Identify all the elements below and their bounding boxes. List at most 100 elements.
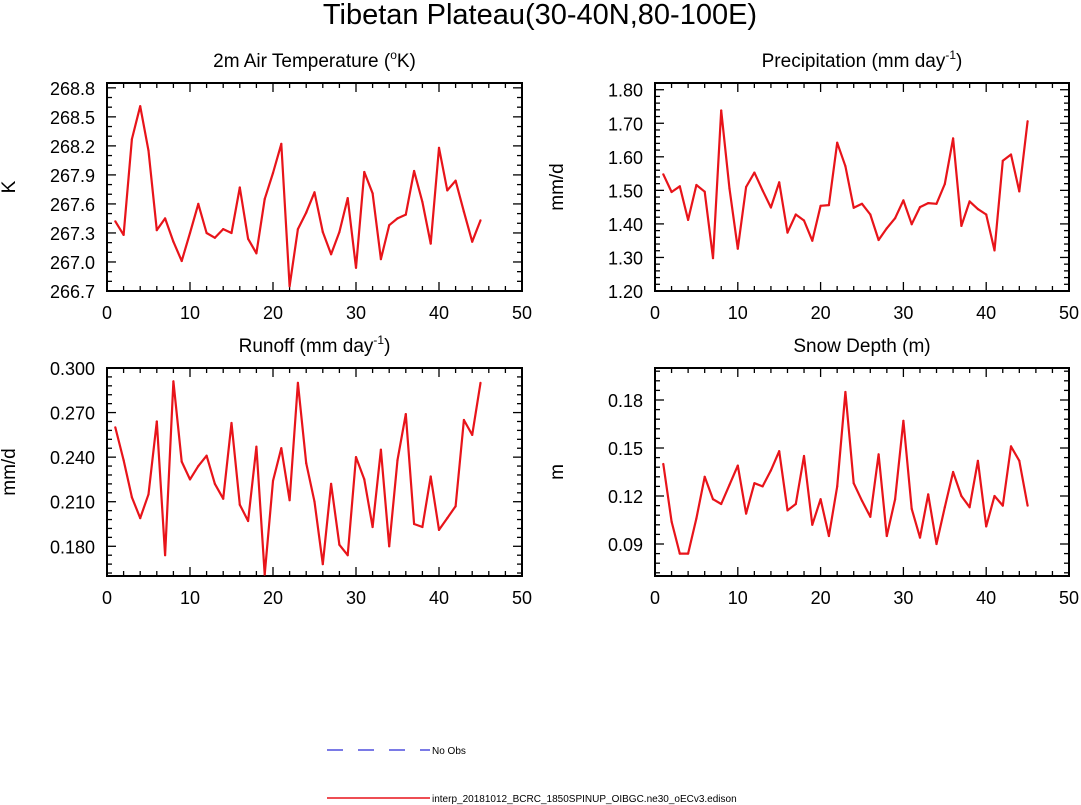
data-point <box>786 509 789 512</box>
data-point <box>479 381 482 384</box>
data-point <box>976 208 980 211</box>
data-point <box>263 573 266 576</box>
x-tick-label: 40 <box>976 303 996 323</box>
data-point <box>429 242 432 245</box>
y-tick-label: 1.30 <box>608 248 643 268</box>
data-point <box>313 500 316 503</box>
data-point <box>413 522 416 526</box>
data-point <box>976 459 980 462</box>
data-point <box>288 499 291 502</box>
data-point <box>462 210 465 213</box>
data-point <box>255 445 258 448</box>
data-point <box>330 482 333 485</box>
data-point <box>918 206 922 209</box>
data-point <box>910 507 913 510</box>
data-point <box>155 420 158 423</box>
data-point <box>338 543 341 546</box>
panel-4: Snow Depth (m) m 0 10 20 30 40 50 0.09 0.12 0.15 0.… <box>547 336 1079 608</box>
y-tick-label: 1.20 <box>608 282 643 302</box>
data-point <box>769 469 773 472</box>
x-tick-label: 50 <box>1059 303 1079 323</box>
data-point <box>860 499 864 502</box>
x-tick-label: 10 <box>728 303 748 323</box>
x-tick-label: 30 <box>346 303 366 323</box>
data-point <box>462 418 465 422</box>
data-point <box>745 512 748 515</box>
data-point <box>213 236 216 239</box>
data-point <box>985 213 988 216</box>
y-axis-label: K <box>0 180 20 193</box>
y-tick-label: 0.300 <box>50 359 95 379</box>
data-point <box>960 494 963 498</box>
data-point <box>852 482 855 485</box>
data-point <box>346 197 349 200</box>
data-point <box>379 258 382 261</box>
data-point <box>802 219 806 222</box>
data-point <box>446 189 449 192</box>
data-point <box>404 213 407 216</box>
data-point <box>711 257 715 260</box>
data-point <box>844 165 847 168</box>
data-point <box>819 204 822 207</box>
data-point <box>885 534 888 538</box>
x-tick-label: 40 <box>976 588 996 608</box>
data-point <box>1026 504 1029 507</box>
data-point <box>985 525 988 528</box>
data-point <box>778 450 781 453</box>
data-point <box>122 459 125 462</box>
data-point <box>396 459 399 462</box>
x-tick-label: 50 <box>512 303 532 323</box>
x-tick-label: 30 <box>893 588 913 608</box>
y-tick-label: 0.18 <box>608 391 643 411</box>
data-point <box>305 462 308 465</box>
y-tick-label: 1.40 <box>608 215 643 235</box>
data-point <box>471 240 474 243</box>
data-point <box>993 494 996 498</box>
y-tick-label: 1.80 <box>608 81 643 101</box>
data-point <box>836 141 839 144</box>
y-tick-label: 0.240 <box>50 448 95 468</box>
data-point <box>860 202 864 205</box>
data-point <box>288 285 291 288</box>
data-point <box>238 503 241 506</box>
data-point <box>1018 459 1021 462</box>
data-point <box>205 454 208 457</box>
data-point <box>662 173 665 176</box>
data-point <box>172 240 175 243</box>
data-point <box>404 413 407 416</box>
data-point <box>280 447 283 450</box>
x-tick-label: 10 <box>180 303 200 323</box>
data-point <box>371 525 374 529</box>
data-point <box>379 448 382 451</box>
data-point <box>761 189 764 192</box>
data-point <box>852 206 855 209</box>
data-point <box>687 218 690 221</box>
data-point <box>935 542 938 546</box>
data-point <box>769 206 773 209</box>
data-point <box>794 502 797 506</box>
y-tick-label: 268.2 <box>50 137 95 157</box>
x-tick-label: 20 <box>263 588 283 608</box>
y-tick-label: 267.9 <box>50 166 95 186</box>
data-point <box>778 181 781 184</box>
x-tick-label: 0 <box>102 303 112 323</box>
data-point <box>695 517 698 520</box>
data-point <box>802 454 806 458</box>
data-point <box>180 460 183 463</box>
data-point <box>935 202 938 205</box>
data-point <box>421 525 424 529</box>
data-point <box>745 185 748 189</box>
data-point <box>296 381 299 384</box>
data-point <box>869 213 872 216</box>
x-tick-label: 50 <box>1059 588 1079 608</box>
data-point <box>836 485 839 488</box>
data-point <box>811 523 814 526</box>
y-tick-label: 1.60 <box>608 148 643 168</box>
data-point <box>471 433 474 436</box>
plot-frame <box>106 82 523 292</box>
y-tick-label: 0.09 <box>608 535 643 555</box>
data-point <box>479 219 482 222</box>
data-point <box>678 185 681 188</box>
data-point <box>794 213 797 216</box>
